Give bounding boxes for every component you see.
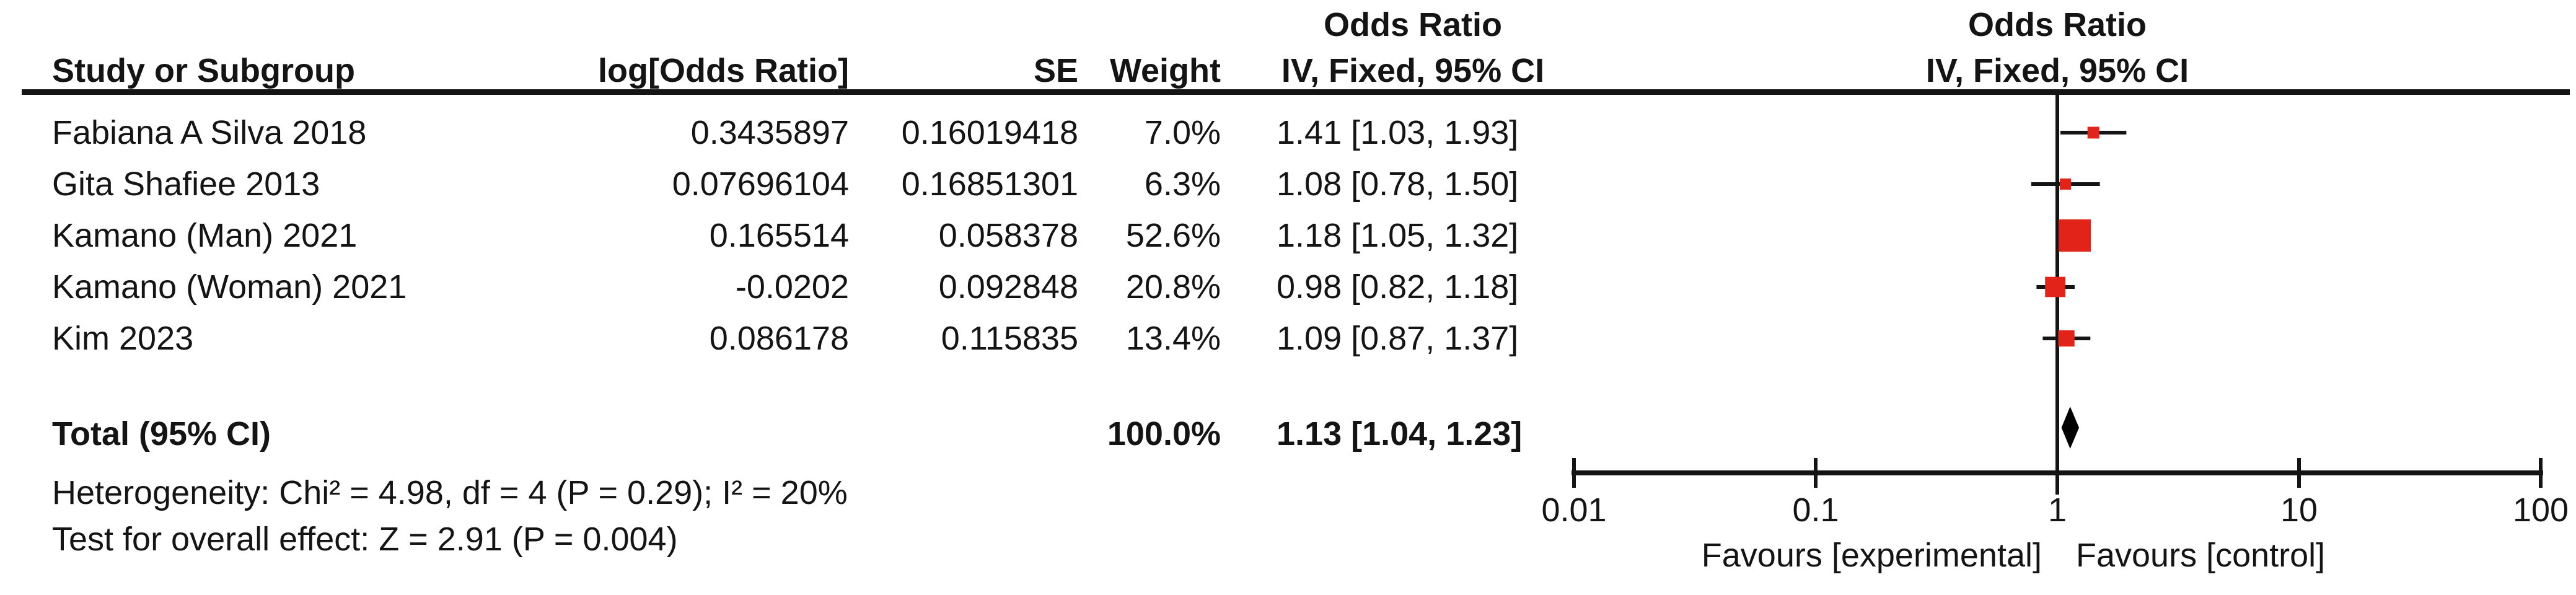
weight-value: 6.3% bbox=[1144, 165, 1221, 203]
se-value: 0.16851301 bbox=[901, 165, 1078, 203]
study-name: Fabiana A Silva 2018 bbox=[52, 114, 367, 151]
total-weight-value: 100.0% bbox=[1107, 415, 1221, 452]
total-or-ci-value: 1.13 [1.04, 1.23] bbox=[1277, 415, 1523, 452]
effect-square bbox=[2087, 126, 2099, 139]
column-header-study: Study or Subgroup bbox=[52, 52, 355, 89]
log-odds-ratio-value: 0.165514 bbox=[709, 217, 849, 254]
log-odds-ratio-value: 0.086178 bbox=[709, 320, 849, 357]
se-value: 0.115835 bbox=[941, 320, 1078, 357]
odds-ratio-heading-plot: Odds Ratio bbox=[1967, 6, 2147, 43]
or-ci-value: 0.98 [0.82, 1.18] bbox=[1277, 268, 1519, 306]
study-name: Kim 2023 bbox=[52, 320, 194, 357]
total-label: Total (95% CI) bbox=[52, 415, 271, 452]
se-value: 0.058378 bbox=[938, 217, 1078, 254]
axis-tick-label-0.01: 0.01 bbox=[1541, 491, 1607, 529]
pooled-diamond bbox=[2061, 407, 2080, 449]
log-odds-ratio-value: 0.07696104 bbox=[672, 165, 849, 203]
weight-value: 7.0% bbox=[1144, 114, 1221, 151]
se-value: 0.16019418 bbox=[901, 114, 1078, 151]
weight-value: 13.4% bbox=[1125, 320, 1221, 357]
column-header-se: SE bbox=[1033, 52, 1078, 89]
weight-value: 52.6% bbox=[1125, 217, 1221, 254]
axis-tick-label-1: 1 bbox=[2047, 491, 2067, 529]
effect-square bbox=[2058, 330, 2075, 347]
favours-experimental-label: Favours [experimental] bbox=[1701, 537, 2042, 574]
header-rule bbox=[22, 89, 2570, 95]
column-header-iv-fixed-ci-table: IV, Fixed, 95% CI bbox=[1281, 52, 1545, 89]
effect-square bbox=[2060, 178, 2072, 190]
weight-value: 20.8% bbox=[1125, 268, 1221, 306]
log-odds-ratio-value: 0.3435897 bbox=[690, 114, 849, 151]
overall-effect-text: Test for overall effect: Z = 2.91 (P = 0… bbox=[52, 521, 678, 558]
heterogeneity-text: Heterogeneity: Chi² = 4.98, df = 4 (P = … bbox=[52, 474, 848, 511]
effect-square bbox=[2059, 219, 2091, 252]
or-ci-value: 1.18 [1.05, 1.32] bbox=[1277, 217, 1519, 254]
column-header-iv-fixed-ci-plot: IV, Fixed, 95% CI bbox=[1925, 52, 2189, 89]
column-header-weight: Weight bbox=[1110, 52, 1221, 89]
study-name: Kamano (Man) 2021 bbox=[52, 217, 358, 254]
odds-ratio-heading-table: Odds Ratio bbox=[1323, 6, 1502, 43]
se-value: 0.092848 bbox=[938, 268, 1078, 306]
column-header-log-odds-ratio: log[Odds Ratio] bbox=[598, 52, 849, 89]
or-ci-value: 1.41 [1.03, 1.93] bbox=[1277, 114, 1519, 151]
favours-control-label: Favours [control] bbox=[2076, 537, 2326, 574]
study-name: Gita Shafiee 2013 bbox=[52, 165, 320, 203]
axis-tick-label-100: 100 bbox=[2512, 491, 2569, 529]
study-name: Kamano (Woman) 2021 bbox=[52, 268, 407, 306]
axis-tick-label-10: 10 bbox=[2280, 491, 2318, 529]
axis-tick-label-0.1: 0.1 bbox=[1792, 491, 1839, 529]
or-ci-value: 1.08 [0.78, 1.50] bbox=[1277, 165, 1519, 203]
effect-square bbox=[2045, 276, 2065, 298]
or-ci-value: 1.09 [0.87, 1.37] bbox=[1277, 320, 1519, 357]
log-odds-ratio-value: -0.0202 bbox=[735, 268, 849, 306]
